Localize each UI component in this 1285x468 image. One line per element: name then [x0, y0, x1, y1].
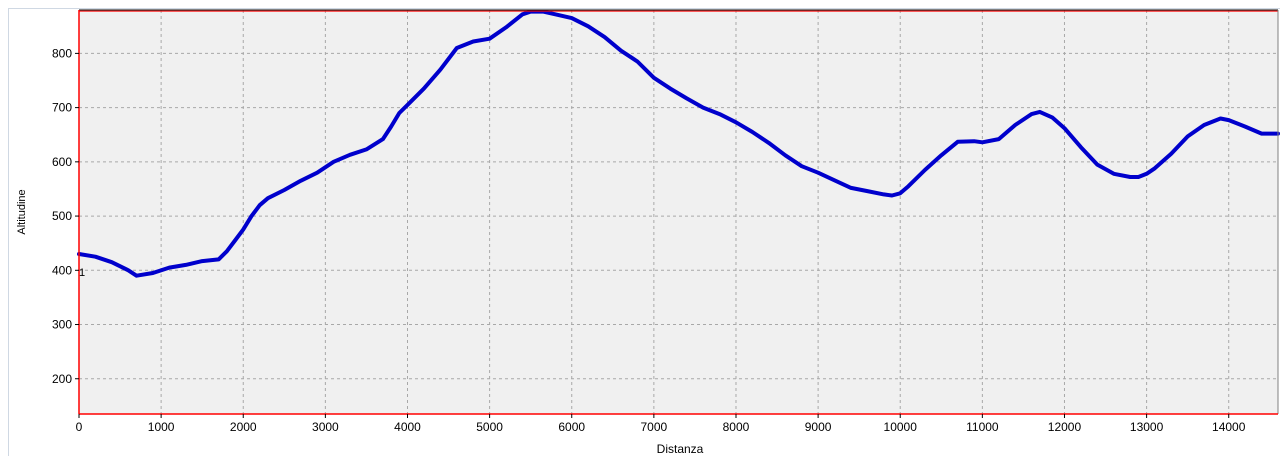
window-frame: [8, 8, 1280, 456]
x-tick-label: 10000: [884, 420, 918, 434]
x-tick-label: 8000: [723, 420, 750, 434]
x-tick-label: 4000: [394, 420, 421, 434]
y-tick-label: 200: [52, 372, 72, 386]
y-tick-label: 600: [52, 155, 72, 169]
y-tick-label: 700: [52, 101, 72, 115]
x-tick-label: 3000: [312, 420, 339, 434]
y-tick-label: 800: [52, 46, 72, 60]
x-tick-label: 1000: [148, 420, 175, 434]
x-tick-label: 5000: [476, 420, 503, 434]
y-tick-label: 400: [52, 263, 72, 277]
x-axis-label: Distanza: [657, 442, 704, 456]
x-tick-label: 2000: [230, 420, 257, 434]
start-marker-label: 1: [79, 267, 85, 279]
x-tick-label: 14000: [1212, 420, 1246, 434]
y-tick-label: 300: [52, 318, 72, 332]
y-tick-label: 500: [52, 209, 72, 223]
elevation-series-line: [77, 9, 1280, 278]
x-tick-label: 6000: [558, 420, 585, 434]
x-tick-label: 11000: [966, 420, 999, 434]
x-tick-label: 13000: [1130, 420, 1164, 434]
x-tick-label: 9000: [805, 420, 832, 434]
x-tick-label: 7000: [641, 420, 668, 434]
plot-area: [79, 10, 1278, 414]
x-tick-label: 12000: [1048, 420, 1082, 434]
y-axis-label: Altitudine: [16, 189, 28, 234]
x-tick-label: 0: [76, 420, 83, 434]
